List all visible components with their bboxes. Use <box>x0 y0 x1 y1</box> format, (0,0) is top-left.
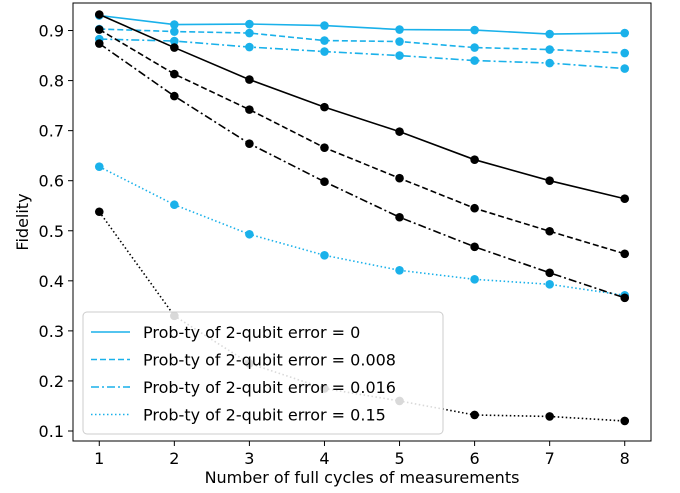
data-point <box>470 203 479 213</box>
data-point <box>170 27 179 36</box>
data-point <box>470 410 479 420</box>
data-point <box>545 29 554 39</box>
series-2 <box>94 24 630 58</box>
data-point <box>245 229 254 239</box>
data-point <box>94 25 104 34</box>
data-point <box>470 56 479 65</box>
series-5 <box>94 10 630 204</box>
data-point <box>320 177 329 187</box>
data-point <box>620 293 630 303</box>
data-point <box>395 37 404 46</box>
y-tick-label: 0.3 <box>39 322 64 341</box>
data-point <box>620 249 630 259</box>
data-point <box>320 250 329 260</box>
data-point <box>320 36 329 45</box>
data-point <box>94 39 104 48</box>
data-point <box>245 75 254 84</box>
legend: Prob-ty of 2-qubit error = 0 Prob-ty of 2… <box>82 311 444 435</box>
data-point <box>620 194 630 204</box>
data-point <box>245 105 254 114</box>
x-tick-label: 6 <box>470 449 480 468</box>
series-line <box>98 165 625 297</box>
series-line <box>99 38 625 70</box>
data-point <box>245 28 254 38</box>
data-point <box>395 266 404 275</box>
data-point <box>170 36 179 46</box>
data-point <box>320 143 329 152</box>
data-point <box>245 19 254 29</box>
data-point <box>620 64 630 73</box>
data-point <box>320 21 329 30</box>
y-tick-label: 0.9 <box>39 22 64 41</box>
y-tick-label: 0.5 <box>39 222 64 241</box>
data-point <box>545 45 554 54</box>
data-point <box>395 173 404 183</box>
data-point <box>470 155 479 164</box>
data-point <box>395 212 404 222</box>
y-tick-label: 0.7 <box>39 122 64 141</box>
y-tick-label: 0.1 <box>39 422 64 441</box>
data-point <box>470 242 479 252</box>
y-tick-label: 0.8 <box>39 72 64 91</box>
data-point <box>170 91 179 101</box>
x-tick-label: 3 <box>244 449 254 468</box>
x-tick-label: 7 <box>545 449 555 468</box>
data-point <box>170 20 179 29</box>
data-point <box>620 48 630 58</box>
y-tick-label: 0.4 <box>39 272 64 291</box>
x-tick-label: 5 <box>394 449 404 468</box>
x-tick-label: 4 <box>319 449 329 468</box>
data-point <box>545 280 554 289</box>
data-point <box>470 275 479 284</box>
plot-frame <box>72 2 652 442</box>
legend-box <box>82 311 444 435</box>
data-point <box>94 162 104 171</box>
series-line <box>98 28 625 255</box>
legend-label: Prob-ty of 2-qubit error = 0.15 <box>143 406 386 425</box>
data-point <box>545 412 554 421</box>
data-point <box>170 69 179 79</box>
data-point <box>245 42 254 52</box>
data-point <box>94 207 104 217</box>
data-point <box>545 226 554 236</box>
data-point <box>545 176 554 186</box>
legend-label: Prob-ty of 2-qubit error = 0.016 <box>143 378 396 397</box>
legend-label: Prob-ty of 2-qubit error = 0.008 <box>143 351 396 370</box>
data-point <box>395 51 404 60</box>
y-tick-label: 0.6 <box>39 172 64 191</box>
legend-label: Prob-ty of 2-qubit error = 0 <box>143 323 360 342</box>
series-7 <box>94 39 630 303</box>
series-line <box>99 28 625 54</box>
data-point <box>620 416 630 426</box>
data-point <box>395 25 404 34</box>
data-point <box>170 43 179 52</box>
data-point <box>545 268 554 278</box>
series-line <box>98 13 625 200</box>
data-point <box>620 28 630 38</box>
data-point <box>94 10 104 19</box>
y-tick-label: 0.2 <box>39 372 64 391</box>
x-axis: 1 2 3 4 5 6 7 8 <box>94 441 630 468</box>
x-tick-label: 2 <box>169 449 179 468</box>
data-point <box>545 58 554 68</box>
data-point <box>320 102 329 112</box>
y-axis: 0.1 0.2 0.3 0.4 0.5 0.6 0.7 0.8 0.9 <box>39 22 73 441</box>
x-tick-label: 1 <box>94 449 104 468</box>
y-axis-label: Fidelity <box>13 193 32 250</box>
series-line <box>99 14 625 35</box>
data-point <box>320 47 329 56</box>
series-6 <box>94 25 630 259</box>
series-1 <box>94 11 630 39</box>
data-point <box>470 25 479 35</box>
data-point <box>395 127 404 136</box>
data-point <box>470 43 479 52</box>
data-point <box>245 139 254 148</box>
series-4 <box>94 162 630 300</box>
series-line <box>98 42 625 299</box>
x-axis-label: Number of full cycles of measurements <box>205 468 520 487</box>
data-point <box>170 200 179 210</box>
x-tick-label: 8 <box>620 449 630 468</box>
